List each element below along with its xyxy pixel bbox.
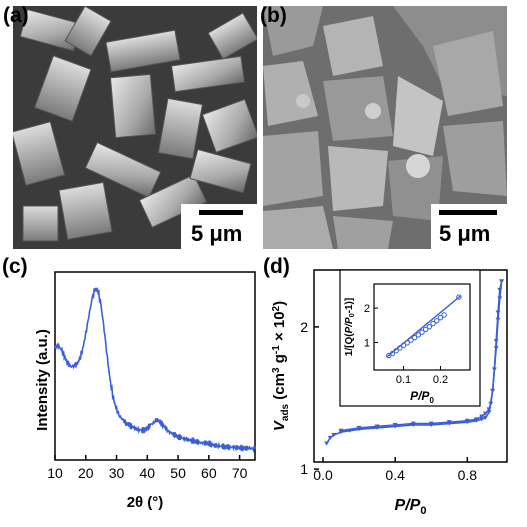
panel-a: (a) 5 μm — [13, 6, 257, 249]
xrd-xtick-label: 70 — [232, 465, 248, 481]
iso-xlabel: P/P0 — [395, 497, 427, 517]
scale-box-b: 5 μm — [431, 204, 507, 249]
xrd-xtick-label: 60 — [201, 465, 217, 481]
iso-ylabel: Vads (cm3 g-1 × 102) — [271, 301, 291, 431]
xrd-frame — [55, 272, 255, 460]
inset-xtick-label: 0.2 — [433, 374, 448, 386]
iso-desorption-point — [492, 368, 497, 372]
iso-desorption-point — [497, 288, 502, 292]
iso-adsorption-point — [324, 442, 329, 446]
xrd-xtick-label: 10 — [47, 465, 63, 481]
iso-desorption-point — [490, 389, 495, 393]
scale-box-a: 5 μm — [181, 204, 257, 249]
xrd-pattern-line — [55, 288, 255, 451]
iso-desorption-point — [494, 339, 499, 343]
panel-label-b: (b) — [260, 4, 287, 28]
panel-b: (b) 5 μm — [263, 6, 507, 249]
xrd-xtick-label: 50 — [170, 465, 186, 481]
xrd-xtick-label: 20 — [78, 465, 94, 481]
inset-ylabel: 1/[Q(P/P0-1)] — [344, 298, 356, 356]
scale-label-a: 5 μm — [191, 221, 242, 247]
scale-bar-a — [199, 210, 243, 215]
xrd-xlabel: 2θ (°) — [127, 494, 164, 511]
iso-xtick-label: 0.4 — [385, 467, 405, 483]
iso-desorption-point — [488, 402, 493, 406]
xrd-xtick-label: 40 — [140, 465, 156, 481]
xrd-xtick-label: 30 — [109, 465, 125, 481]
iso-desorption-point — [499, 279, 504, 283]
xrd-ylabel: Intensity (a.u.) — [34, 329, 51, 431]
inset-ytick-label: 1 — [364, 337, 370, 349]
scale-label-b: 5 μm — [439, 221, 490, 247]
iso-ytick-label: 2 — [300, 319, 308, 335]
inset-ytick-label: 2 — [364, 303, 370, 315]
iso-desorption-point — [495, 311, 500, 315]
xrd-chart: Intensity (a.u.) 2θ (°) 10 20 30 40 50 60 70 — [0, 262, 262, 520]
inset-xtick-label: 0.1 — [396, 374, 411, 386]
scale-bar-b — [439, 210, 497, 215]
iso-ytick-label: 1 — [300, 461, 308, 477]
panel-label-a: (a) — [3, 4, 29, 28]
iso-xtick-label: 0.8 — [458, 467, 478, 483]
